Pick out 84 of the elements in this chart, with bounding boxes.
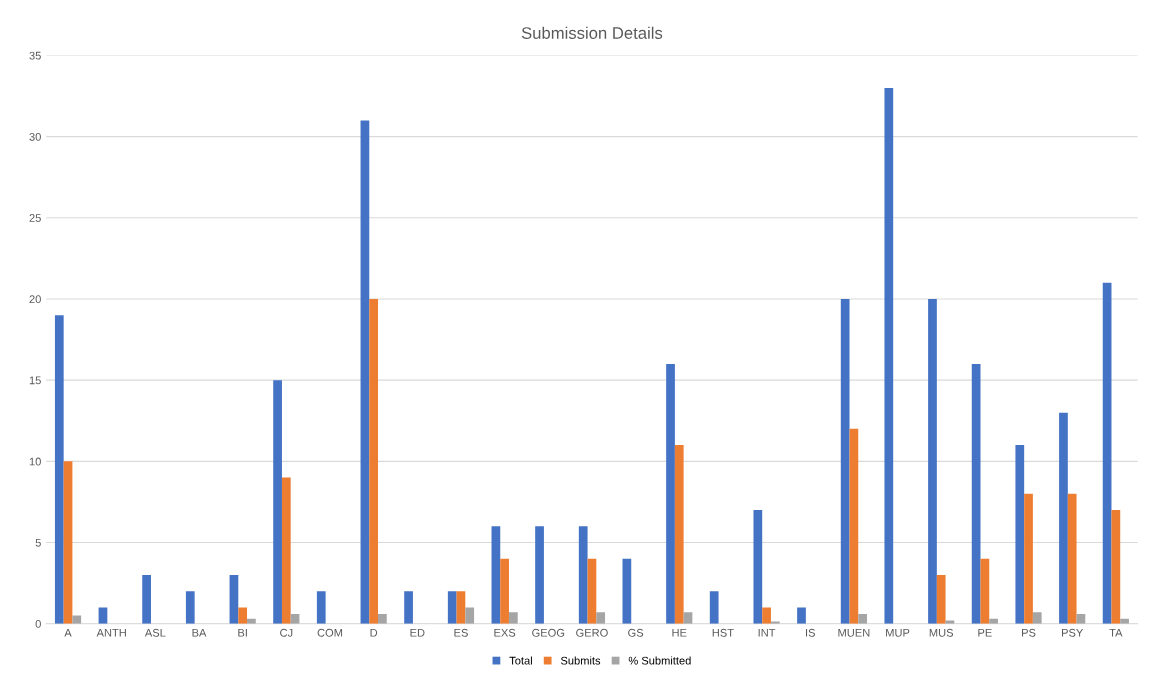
bar bbox=[360, 120, 370, 624]
bar bbox=[229, 574, 239, 624]
x-tick-label: GS bbox=[628, 628, 644, 637]
bar bbox=[54, 315, 64, 624]
bar bbox=[273, 380, 282, 624]
x-tick-label: TA bbox=[1109, 628, 1123, 637]
bar bbox=[1059, 412, 1068, 624]
bar bbox=[378, 613, 387, 624]
x-tick-label: EXS bbox=[494, 628, 516, 637]
x-tick-label: GERO bbox=[576, 628, 608, 637]
bar bbox=[762, 607, 771, 624]
bar bbox=[238, 607, 248, 624]
bar bbox=[98, 607, 108, 624]
bar bbox=[753, 510, 763, 624]
bar bbox=[508, 612, 518, 624]
bar bbox=[491, 526, 501, 624]
x-tick-label: COM bbox=[317, 628, 343, 637]
y-tick-label: 35 bbox=[29, 51, 41, 60]
bar bbox=[936, 574, 946, 624]
y-tick-label: 30 bbox=[29, 132, 41, 141]
bar bbox=[770, 621, 780, 624]
x-tick-label: GEOG bbox=[532, 628, 565, 637]
x-tick-label: BA bbox=[192, 628, 207, 637]
bar bbox=[884, 87, 894, 624]
bar bbox=[456, 591, 466, 624]
bar bbox=[500, 558, 509, 624]
bar bbox=[858, 613, 867, 624]
x-tick-label: MUEN bbox=[838, 628, 870, 637]
chart-title: Submission Details bbox=[521, 26, 663, 39]
x-tick-label: BI bbox=[238, 628, 247, 637]
bar bbox=[709, 591, 719, 624]
bar bbox=[622, 558, 632, 624]
x-tick-label: A bbox=[64, 628, 72, 637]
x-tick-label: PE bbox=[978, 628, 992, 637]
x-tick-label: ASL bbox=[144, 628, 166, 637]
bar bbox=[1067, 493, 1077, 624]
legend-label: Total bbox=[509, 656, 532, 665]
x-tick-label: ANTH bbox=[96, 628, 126, 637]
x-tick-label: CJ bbox=[280, 628, 293, 637]
x-tick-label: ED bbox=[410, 628, 425, 637]
legend-label: Submits bbox=[560, 656, 601, 665]
x-tick-label: HE bbox=[672, 628, 687, 637]
x-tick-label: IS bbox=[806, 628, 815, 637]
bar bbox=[185, 591, 195, 624]
bar bbox=[535, 526, 544, 624]
x-tick-label: MUP bbox=[886, 628, 910, 637]
legend-label: % Submitted bbox=[628, 656, 691, 665]
bar bbox=[666, 363, 675, 624]
x-tick-label: PS bbox=[1022, 628, 1036, 637]
bar bbox=[674, 445, 684, 624]
x-tick-label: INT bbox=[758, 628, 776, 637]
y-tick-label: 0 bbox=[35, 619, 41, 628]
x-tick-label: HST bbox=[712, 628, 734, 637]
bar bbox=[596, 612, 606, 624]
x-tick-label: PSY bbox=[1061, 628, 1084, 637]
bar bbox=[63, 461, 73, 624]
x-tick-label: MUS bbox=[929, 628, 954, 637]
bar bbox=[980, 558, 990, 624]
y-tick-label: 5 bbox=[35, 538, 41, 547]
bar bbox=[1024, 493, 1033, 624]
bar bbox=[797, 607, 806, 624]
bar bbox=[587, 558, 597, 624]
bar bbox=[840, 298, 850, 624]
bar bbox=[849, 428, 859, 624]
bar bbox=[404, 591, 413, 624]
y-tick-label: 25 bbox=[29, 214, 41, 222]
y-tick-label: 10 bbox=[29, 457, 41, 466]
bar bbox=[281, 477, 291, 624]
bar bbox=[316, 591, 326, 624]
bar bbox=[1102, 282, 1112, 624]
bar bbox=[142, 574, 151, 624]
x-tick-label: ES bbox=[454, 628, 468, 637]
y-tick-label: 15 bbox=[29, 376, 41, 385]
bar bbox=[1111, 510, 1121, 624]
bar bbox=[971, 363, 981, 624]
bar bbox=[1032, 612, 1042, 624]
bar bbox=[578, 526, 588, 624]
bar bbox=[369, 298, 379, 624]
bar bbox=[928, 298, 937, 624]
bar bbox=[447, 591, 457, 624]
bar bbox=[465, 607, 475, 624]
bar bbox=[1015, 445, 1025, 624]
y-tick-label: 20 bbox=[29, 295, 41, 304]
x-tick-label: D bbox=[370, 628, 378, 637]
